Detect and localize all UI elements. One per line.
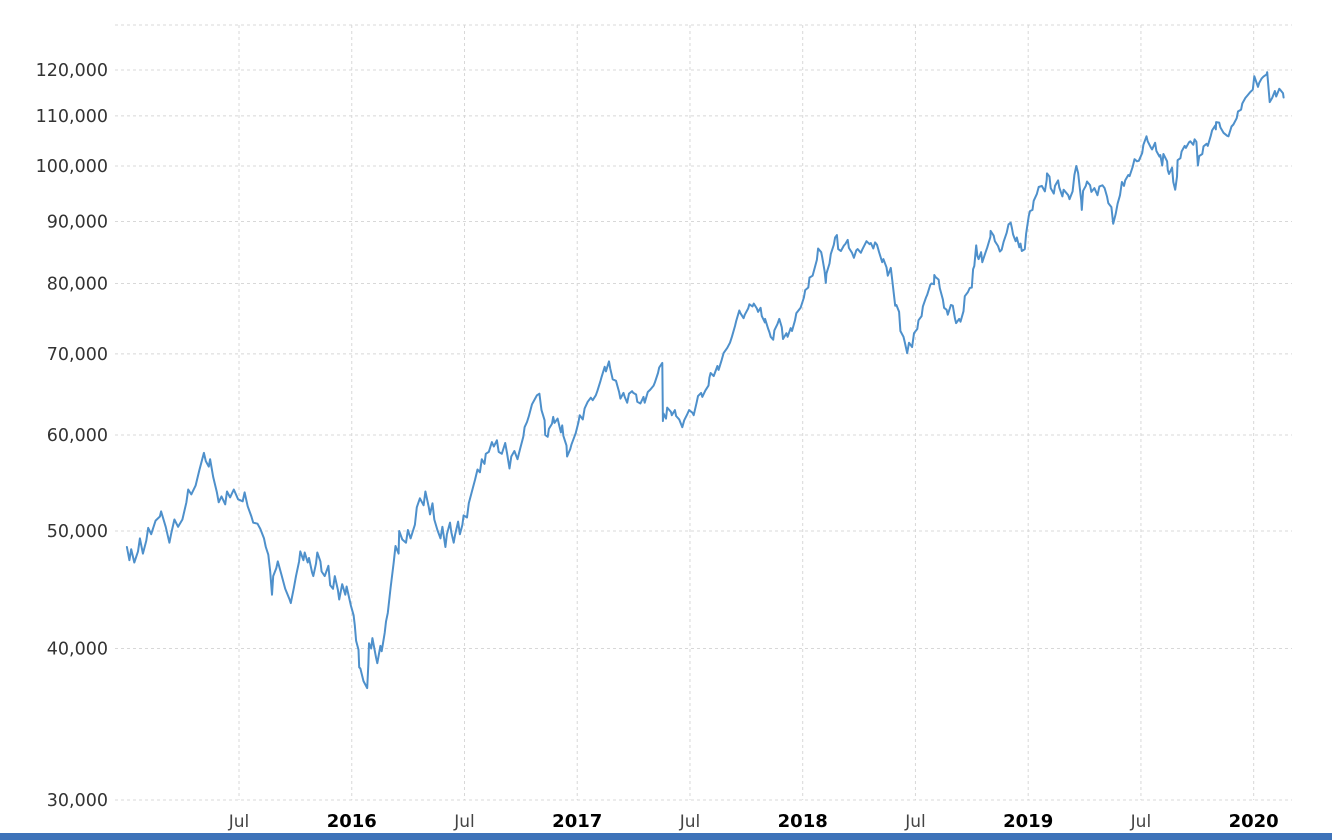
y-axis-label: 70,000: [47, 345, 108, 365]
x-axis-labels: Jul 2016 Jul 2017 Jul 2018 Jul 2019 Jul 2020: [228, 811, 1279, 832]
y-axis-label: 50,000: [47, 522, 108, 542]
x-axis-label: Jul: [453, 812, 475, 832]
x-axis-label: Jul: [904, 812, 926, 832]
x-axis-label: Jul: [228, 812, 250, 832]
y-axis-labels: 30,000 40,000 50,000 60,000 70,000 80,000 90,0…: [36, 61, 108, 811]
y-axis-label: 100,000: [36, 157, 108, 177]
y-axis-label: 60,000: [47, 426, 108, 446]
y-axis-label: 80,000: [47, 275, 108, 295]
x-axis-label: 2018: [778, 811, 828, 832]
x-axis-label: 2017: [552, 811, 602, 832]
y-axis-label: 30,000: [47, 791, 108, 811]
x-axis-label: 2019: [1003, 811, 1053, 832]
x-axis-label: Jul: [679, 812, 701, 832]
y-axis-label: 110,000: [36, 107, 108, 127]
price-line: [125, 71, 1285, 690]
vertical-gridlines: [238, 25, 1255, 800]
y-axis-label: 40,000: [47, 640, 108, 660]
x-axis-label: Jul: [1130, 812, 1152, 832]
horizontal-gridlines: [115, 24, 1292, 801]
y-axis-label: 90,000: [47, 212, 108, 232]
y-axis-label: 120,000: [36, 61, 108, 81]
x-axis-label: 2016: [327, 811, 377, 832]
range-scrollbar[interactable]: [0, 833, 1332, 840]
x-axis-label: 2020: [1229, 811, 1279, 832]
